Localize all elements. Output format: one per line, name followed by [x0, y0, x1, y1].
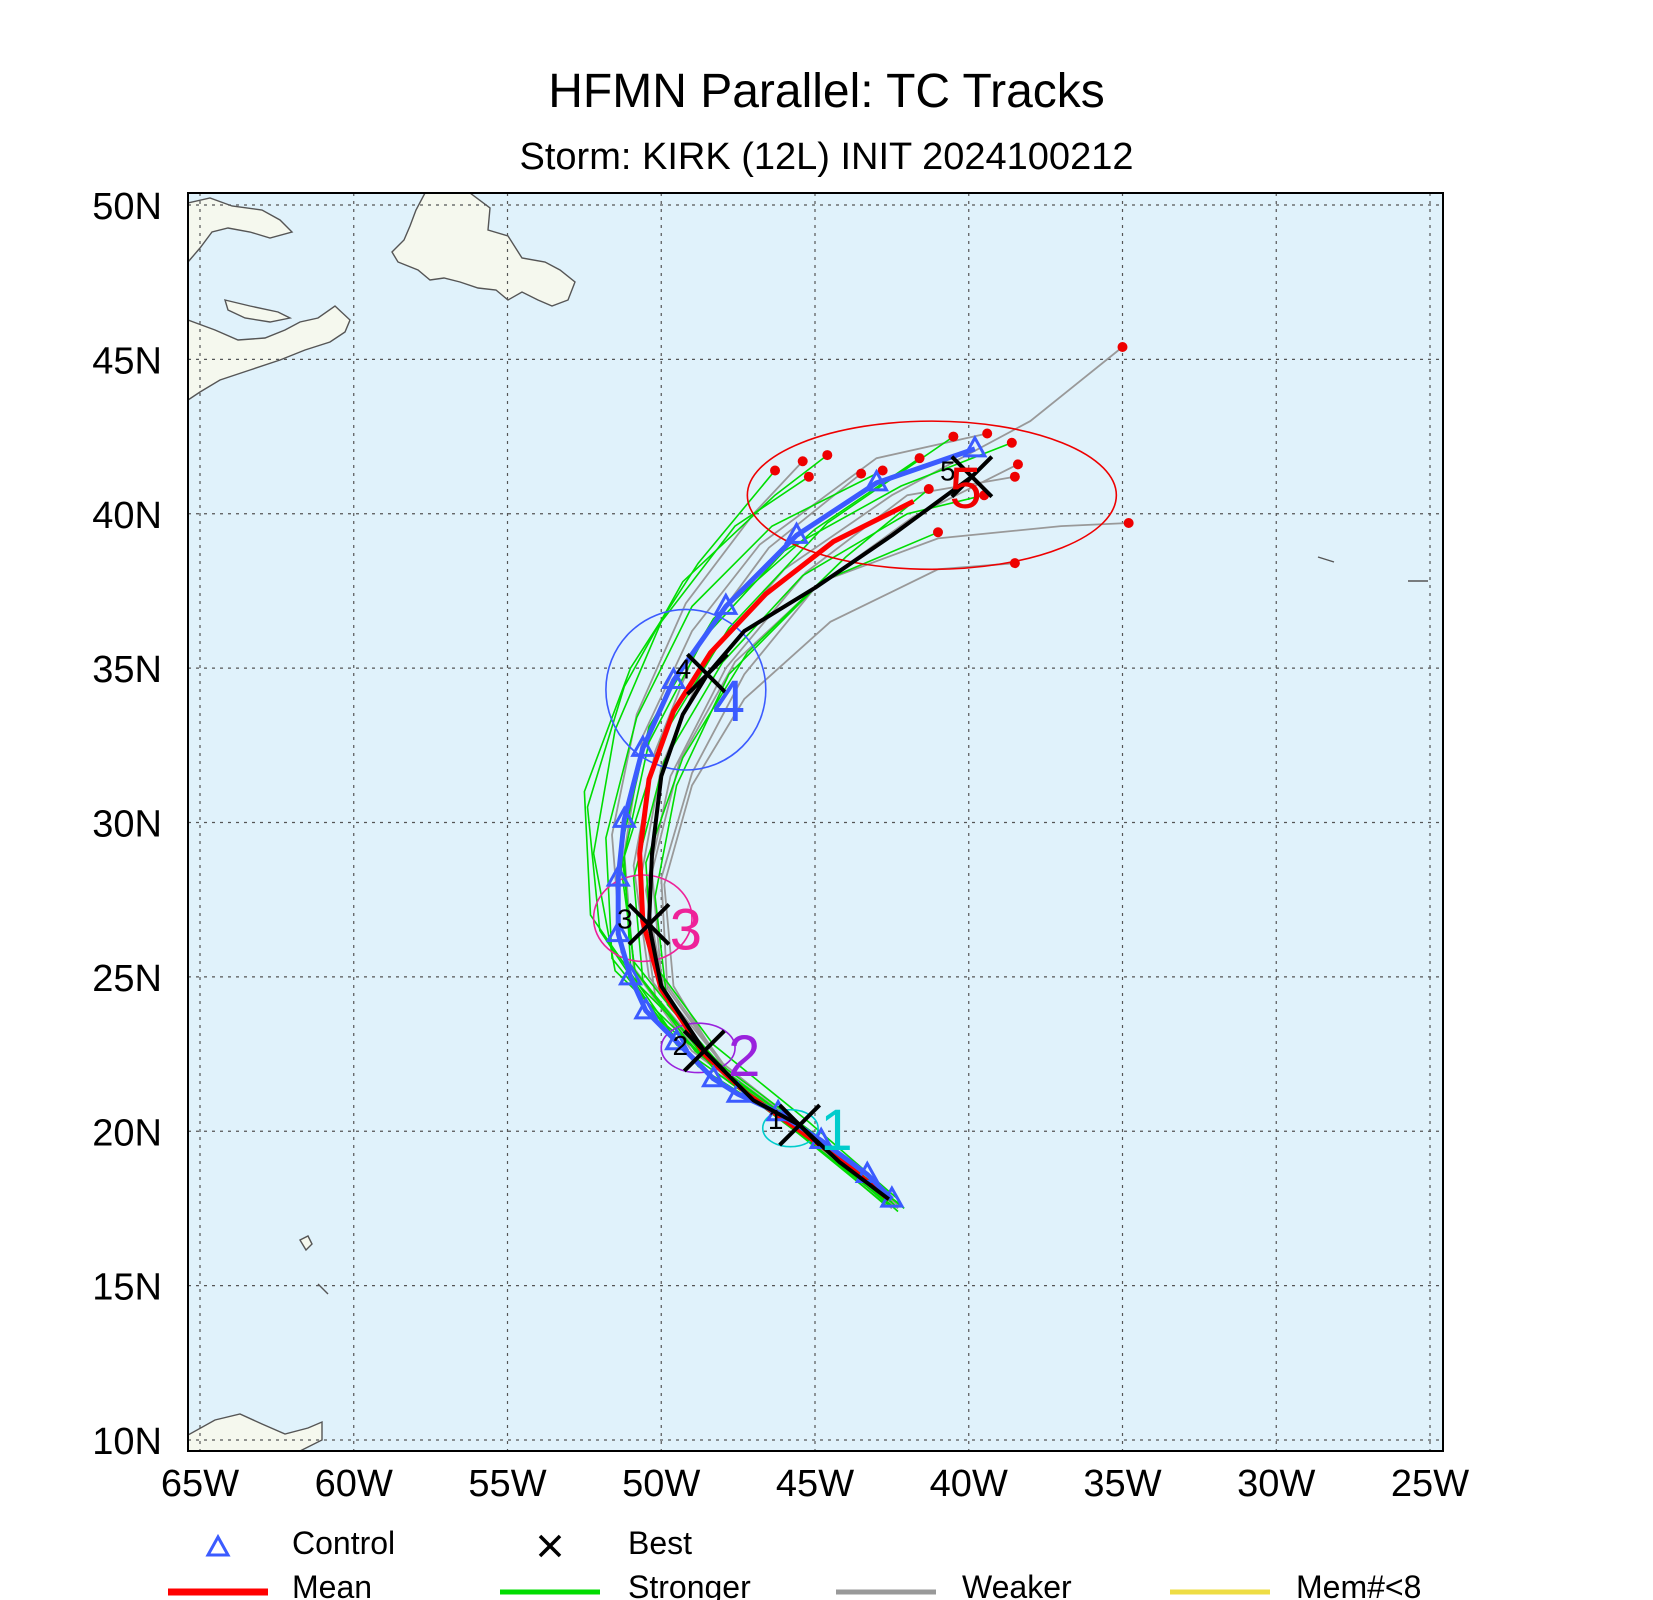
x-tick-label: 65W: [161, 1463, 239, 1505]
best-day-label: 5: [940, 456, 956, 487]
best-day-label: 4: [676, 653, 692, 684]
best-day-label: 1: [768, 1104, 784, 1135]
y-tick-label: 30N: [92, 804, 162, 846]
control-triangle-marker: [605, 863, 631, 887]
small-island: [1317, 556, 1335, 563]
control-triangle-marker: [664, 1027, 690, 1051]
member-end-point: [822, 450, 833, 461]
control-triangle-marker: [611, 805, 637, 828]
caribbean-island: [299, 1235, 313, 1252]
x-tick-label: 35W: [1083, 1463, 1161, 1505]
member-end-point: [982, 428, 993, 439]
best-x-marker: [950, 455, 994, 499]
y-tick-label: 45N: [92, 340, 162, 382]
member-end-point: [856, 468, 867, 479]
y-tick-label: 25N: [92, 958, 162, 1000]
control-triangle-marker: [784, 521, 810, 544]
legend: Control Best Mean Stronger Weaker Mem#<8: [168, 1525, 1421, 1600]
legend-label: Mean: [292, 1569, 372, 1600]
legend-label: Mem#<8: [1296, 1569, 1421, 1600]
control-triangle-marker: [661, 666, 687, 689]
weaker-member-track: [644, 475, 1016, 1206]
member-end-point: [1009, 471, 1020, 482]
newfoundland-land: [391, 193, 576, 307]
best-day-label: 2: [673, 1030, 689, 1061]
x-tick-label: 25W: [1391, 1463, 1469, 1505]
control-triangle-marker: [713, 592, 739, 615]
mean-ellipse-day-5: [746, 420, 1118, 571]
chart-title: HFMN Parallel: TC Tracks: [548, 65, 1105, 118]
best-track: [647, 475, 973, 1201]
south-america-land: [188, 1413, 323, 1451]
x-tick-label: 50W: [622, 1463, 700, 1505]
chart-subtitle: Storm: KIRK (12L) INIT 2024100212: [519, 136, 1134, 178]
member-end-point: [948, 431, 959, 442]
pei-land: [223, 299, 293, 323]
land-masses: [188, 193, 1428, 1451]
x-tick-label: 55W: [468, 1463, 546, 1505]
legend-label: Weaker: [962, 1569, 1072, 1600]
member-end-point: [803, 471, 814, 482]
y-tick-label: 10N: [92, 1421, 162, 1463]
mean-day-label: 2: [728, 1024, 760, 1089]
member-end-point: [1117, 342, 1128, 353]
member-end-point: [797, 456, 808, 467]
member-end-point: [923, 484, 934, 495]
control-triangle-marker: [630, 734, 656, 757]
mean-ellipse-day-4: [605, 608, 767, 771]
mean-ellipse-day-2: [660, 1022, 736, 1074]
member-end-point: [1009, 558, 1020, 569]
x-tick-label: 45W: [776, 1463, 854, 1505]
axes: 65W 60W 55W 50W 45W 40W 35W 30W 25W 10N 15N 20N 25N 3…: [92, 186, 1469, 1505]
nova-scotia-land: [188, 305, 351, 401]
legend-control-symbol: [205, 1533, 231, 1557]
member-end-point: [1006, 437, 1017, 448]
legend-label: Control: [292, 1525, 395, 1561]
stronger-member-track: [620, 441, 1013, 1206]
control-triangle-marker: [962, 434, 988, 458]
mean-track: [637, 499, 915, 1202]
legend-best-symbol: [538, 1534, 562, 1558]
y-tick-label: 15N: [92, 1267, 162, 1309]
best-x-marker: [685, 652, 729, 696]
x-tick-label: 30W: [1237, 1463, 1315, 1505]
legend-label: Stronger: [628, 1569, 751, 1600]
y-tick-label: 50N: [92, 186, 162, 228]
mean-day-label: 5: [950, 456, 982, 521]
x-tick-label: 60W: [315, 1463, 393, 1505]
mean-ellipse-day-1: [761, 1108, 819, 1148]
control-triangle-marker: [605, 919, 631, 943]
member-end-point: [877, 465, 888, 476]
mean-day-label: 1: [820, 1098, 852, 1163]
legend-label: Best: [628, 1525, 692, 1561]
gaspe-land: [188, 197, 294, 264]
member-end-point: [933, 527, 943, 538]
x-tick-label: 40W: [930, 1463, 1008, 1505]
member-end-point: [914, 453, 925, 464]
member-end-point: [1012, 459, 1023, 470]
control-triangle-marker: [633, 996, 659, 1020]
y-tick-label: 35N: [92, 649, 162, 691]
best-x-marker: [682, 1029, 726, 1073]
member-end-point: [770, 465, 781, 476]
mean-day-label: 3: [670, 897, 702, 962]
best-x-marker: [778, 1103, 822, 1147]
y-tick-label: 40N: [92, 495, 162, 537]
control-triangle-marker: [617, 962, 644, 986]
best-day-label: 3: [617, 903, 633, 934]
grid: [188, 193, 1443, 1451]
y-tick-label: 20N: [92, 1112, 162, 1154]
control-triangle-marker: [863, 468, 890, 492]
mean-day-label: 4: [713, 669, 745, 734]
member-end-point: [1123, 518, 1134, 529]
plot-frame: [187, 192, 1444, 1452]
best-x-marker: [627, 902, 671, 946]
control-triangle-marker: [700, 1064, 727, 1088]
small-island: [317, 1283, 329, 1295]
